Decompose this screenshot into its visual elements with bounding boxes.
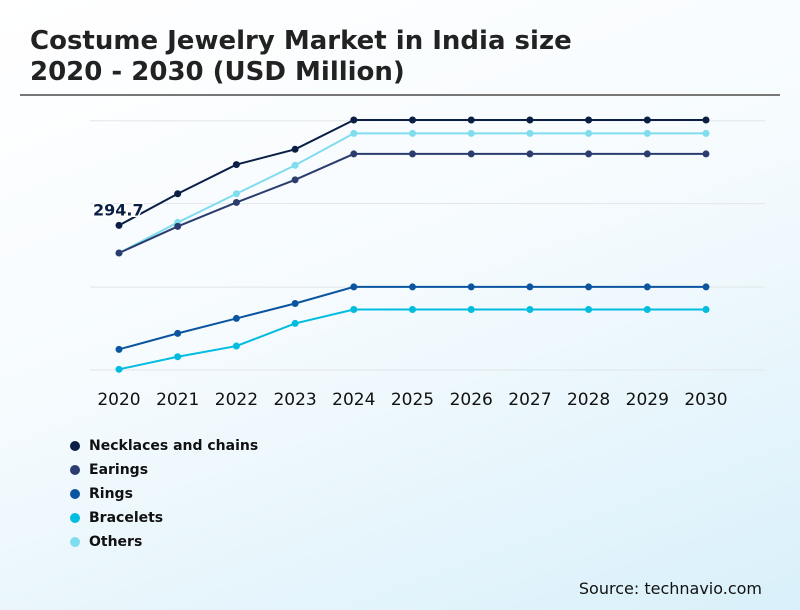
legend-item[interactable]: Rings xyxy=(70,482,258,506)
data-point[interactable] xyxy=(585,150,593,158)
data-point[interactable] xyxy=(643,150,651,158)
data-point[interactable] xyxy=(350,129,358,137)
data-point[interactable] xyxy=(115,249,123,257)
data-point[interactable] xyxy=(526,129,534,137)
data-point[interactable] xyxy=(409,305,416,313)
data-point[interactable] xyxy=(643,305,651,313)
data-point[interactable] xyxy=(174,222,182,230)
series-line xyxy=(118,308,706,371)
legend-item[interactable]: Bracelets xyxy=(70,506,258,530)
data-point[interactable] xyxy=(232,161,240,169)
legend-label: Earings xyxy=(89,462,149,478)
data-point[interactable] xyxy=(232,190,240,198)
x-tick-label: 2021 xyxy=(156,390,199,410)
legend-item[interactable]: Necklaces and chains xyxy=(70,434,258,458)
data-point[interactable] xyxy=(291,319,299,327)
title-line-2: 2020 - 2030 (USD Million) xyxy=(30,57,405,87)
data-point[interactable] xyxy=(291,145,299,153)
legend-label: Others xyxy=(89,534,143,550)
data-point[interactable] xyxy=(291,300,299,308)
data-point[interactable] xyxy=(526,116,534,124)
data-point[interactable] xyxy=(350,116,358,124)
data-point[interactable] xyxy=(526,150,534,158)
line-chart: 2020 2021 2022 2023 2024 2025 2026 2027 2028 2029… xyxy=(90,116,765,410)
data-point[interactable] xyxy=(291,161,299,169)
legend-item[interactable]: Earings xyxy=(70,458,258,482)
x-tick-label: 2023 xyxy=(273,390,316,410)
legend-marker-icon xyxy=(70,537,80,547)
data-point[interactable] xyxy=(232,198,240,206)
data-point[interactable] xyxy=(643,116,651,124)
data-point[interactable] xyxy=(702,150,710,158)
legend-marker-icon xyxy=(70,465,80,475)
x-tick-label: 2028 xyxy=(567,390,610,410)
data-point[interactable] xyxy=(467,129,475,137)
data-point[interactable] xyxy=(585,129,593,137)
data-point[interactable] xyxy=(409,116,416,124)
legend-label: Rings xyxy=(89,486,133,502)
data-point[interactable] xyxy=(702,116,710,124)
legend-marker-icon xyxy=(70,489,80,499)
series-line xyxy=(118,285,706,351)
data-point[interactable] xyxy=(409,129,416,137)
x-tick-label: 2027 xyxy=(508,390,551,410)
x-tick-label: 2022 xyxy=(215,390,258,410)
data-point[interactable] xyxy=(174,190,182,198)
x-tick-label: 2026 xyxy=(450,390,493,410)
data-label: 294.7 xyxy=(93,200,144,219)
legend-marker-icon xyxy=(70,513,80,523)
x-tick-label: 2029 xyxy=(626,390,669,410)
legend-item[interactable]: Others xyxy=(70,530,258,554)
data-point[interactable] xyxy=(585,116,593,124)
data-point[interactable] xyxy=(702,283,710,291)
data-point[interactable] xyxy=(115,345,123,353)
title-line-1: Costume Jewelry Market in India size xyxy=(30,26,572,56)
x-tick-label: 2020 xyxy=(97,390,140,410)
data-point[interactable] xyxy=(232,314,240,322)
data-point[interactable] xyxy=(232,342,240,350)
data-point[interactable] xyxy=(350,283,358,291)
source-text: Source: technavio.com xyxy=(578,579,762,598)
data-point[interactable] xyxy=(174,353,182,361)
data-point[interactable] xyxy=(526,305,534,313)
data-point[interactable] xyxy=(409,150,416,158)
data-point[interactable] xyxy=(350,150,358,158)
data-point[interactable] xyxy=(115,221,123,229)
title-divider xyxy=(20,94,780,96)
legend-label: Necklaces and chains xyxy=(89,438,259,454)
x-tick-label: 2030 xyxy=(684,390,727,410)
chart-title: Costume Jewelry Market in India size 202… xyxy=(30,26,572,88)
data-point[interactable] xyxy=(409,283,416,291)
data-point[interactable] xyxy=(526,283,534,291)
data-point[interactable] xyxy=(467,283,475,291)
data-point[interactable] xyxy=(585,283,593,291)
data-point[interactable] xyxy=(467,150,475,158)
data-point[interactable] xyxy=(467,116,475,124)
data-point[interactable] xyxy=(115,365,123,373)
legend: Necklaces and chains Earings Rings Bracelet… xyxy=(70,434,258,554)
data-point[interactable] xyxy=(585,305,593,313)
data-point[interactable] xyxy=(702,129,710,137)
data-point[interactable] xyxy=(467,305,475,313)
data-point[interactable] xyxy=(174,329,182,337)
data-point[interactable] xyxy=(643,283,651,291)
data-point[interactable] xyxy=(702,305,710,313)
data-point[interactable] xyxy=(643,129,651,137)
legend-label: Bracelets xyxy=(89,510,164,526)
x-tick-label: 2024 xyxy=(332,390,375,410)
data-point[interactable] xyxy=(350,305,358,313)
legend-marker-icon xyxy=(70,441,80,451)
x-tick-label: 2025 xyxy=(391,390,434,410)
data-point[interactable] xyxy=(291,176,299,184)
